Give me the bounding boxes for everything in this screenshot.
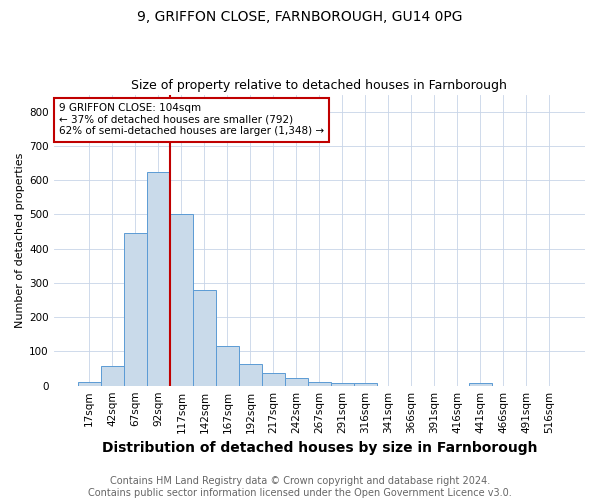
Bar <box>331 383 354 386</box>
Bar <box>216 346 239 386</box>
Bar <box>469 384 492 386</box>
Text: 9 GRIFFON CLOSE: 104sqm
← 37% of detached houses are smaller (792)
62% of semi-d: 9 GRIFFON CLOSE: 104sqm ← 37% of detache… <box>59 104 324 136</box>
Text: 9, GRIFFON CLOSE, FARNBOROUGH, GU14 0PG: 9, GRIFFON CLOSE, FARNBOROUGH, GU14 0PG <box>137 10 463 24</box>
Bar <box>124 232 147 386</box>
Title: Size of property relative to detached houses in Farnborough: Size of property relative to detached ho… <box>131 79 507 92</box>
X-axis label: Distribution of detached houses by size in Farnborough: Distribution of detached houses by size … <box>101 441 537 455</box>
Bar <box>239 364 262 386</box>
Text: Contains HM Land Registry data © Crown copyright and database right 2024.
Contai: Contains HM Land Registry data © Crown c… <box>88 476 512 498</box>
Bar <box>354 383 377 386</box>
Bar <box>285 378 308 386</box>
Bar <box>101 366 124 386</box>
Bar <box>308 382 331 386</box>
Bar <box>262 373 285 386</box>
Bar <box>170 214 193 386</box>
Y-axis label: Number of detached properties: Number of detached properties <box>15 152 25 328</box>
Bar <box>78 382 101 386</box>
Bar <box>147 172 170 386</box>
Bar <box>193 290 216 386</box>
